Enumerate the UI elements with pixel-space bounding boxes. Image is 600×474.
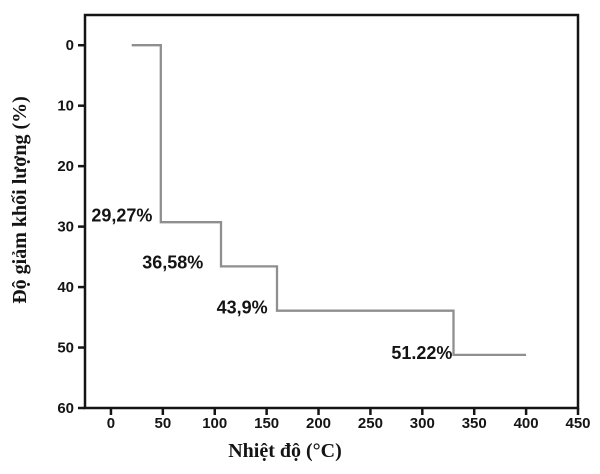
y-tick-label: 50	[57, 340, 74, 357]
x-tick-label: 100	[202, 415, 227, 432]
x-tick-label: 150	[254, 415, 279, 432]
step-annotation: 36,58%	[142, 252, 203, 272]
y-tick-label: 10	[57, 98, 74, 115]
x-tick-label: 400	[514, 415, 539, 432]
plot-area: 0 50 100 150 200 250 300 350 400 450 0 10 20 30 40 50 60…	[57, 13, 591, 432]
plot-frame	[83, 13, 580, 410]
y-tick-label: 40	[57, 279, 74, 296]
step-annotation: 43,9%	[217, 298, 268, 318]
y-tick-label: 60	[57, 400, 74, 417]
x-tick-label: 350	[462, 415, 487, 432]
y-axis-title: Độ giảm khối lượng (%)	[9, 96, 31, 304]
step-annotation: 51.22%	[391, 343, 452, 363]
x-tick-label: 300	[410, 415, 435, 432]
x-axis-title: Nhiệt độ (°C)	[228, 440, 342, 462]
mass-loss-step-curve	[131, 44, 527, 357]
x-tick-label: 0	[107, 415, 115, 432]
step-annotation: 29,27%	[91, 206, 152, 226]
x-tick-label: 200	[306, 415, 331, 432]
x-tick-label: 250	[358, 415, 383, 432]
x-tick-label: 450	[565, 415, 590, 432]
y-tick-label: 0	[66, 37, 74, 54]
y-tick-label: 30	[57, 219, 74, 236]
y-tick-label: 20	[57, 158, 74, 175]
x-tick-label: 50	[154, 415, 171, 432]
